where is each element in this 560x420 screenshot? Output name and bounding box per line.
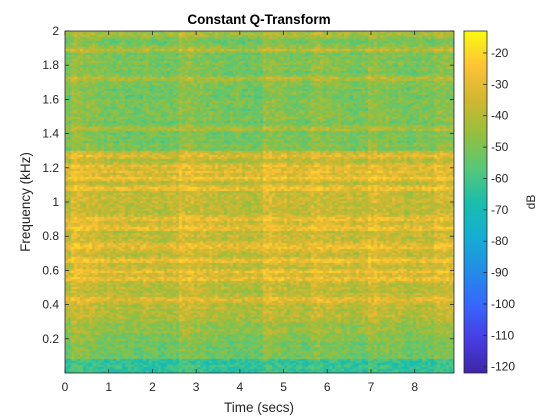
x-tick-label: 8 — [411, 380, 418, 394]
y-tick-label: 0.6 — [42, 263, 59, 277]
x-tick-label: 7 — [368, 380, 375, 394]
y-tick-label: 0.2 — [42, 332, 59, 346]
x-tick-label: 0 — [62, 380, 69, 394]
y-tick-label: 1.8 — [42, 58, 59, 72]
x-tick-label: 6 — [324, 380, 331, 394]
colorbar-tick-label: -60 — [491, 171, 509, 185]
spectrogram-image-frame — [65, 31, 454, 373]
y-axis-label: Frequency (kHz) — [18, 152, 33, 252]
colorbar-tick-label: -40 — [491, 109, 509, 123]
colorbar-tick-label: -110 — [491, 328, 514, 342]
colorbar-tick-label: -30 — [491, 77, 509, 91]
colorbar-tick-label: -70 — [491, 203, 509, 217]
colorbar-tick-label: -90 — [491, 266, 509, 280]
colorbar-tick-label: -100 — [491, 297, 515, 311]
x-tick-label: 3 — [193, 380, 200, 394]
x-axis-label: Time (secs) — [224, 400, 294, 415]
y-tick-label: 1.4 — [42, 127, 59, 141]
spectrogram-heatmap — [65, 31, 454, 373]
y-tick-label: 0.8 — [42, 229, 59, 243]
colorbar-ticks: -20 -30 -40 -50 -60 -70 -80 -90 -100 -110 -120 — [483, 46, 515, 374]
colorbar-tick-label: -20 — [491, 46, 509, 60]
y-tick-label: 1 — [52, 195, 59, 209]
x-tick-label: 1 — [105, 380, 112, 394]
colorbar-frame — [464, 31, 487, 373]
y-axis: 0.2 0.4 0.6 0.8 1 1.2 1.4 1.6 1.8 2 — [42, 24, 454, 346]
y-tick-label: 0.4 — [42, 298, 59, 312]
colorbar-gradient — [464, 31, 487, 373]
heatmap-area — [64, 30, 455, 374]
colorbar-tick-label: -50 — [491, 140, 509, 154]
x-tick-label: 4 — [236, 380, 243, 394]
colorbar-tick-label: -80 — [491, 234, 509, 248]
colorbar: -20 -30 -40 -50 -60 -70 -80 -90 -100 -110 -120 dB — [463, 30, 538, 374]
colorbar-label: dB — [524, 195, 538, 210]
colorbar-tick-label: -120 — [491, 360, 515, 374]
x-axis: 0 1 2 3 4 5 6 7 8 — [62, 31, 418, 394]
x-tick-label: 2 — [149, 380, 156, 394]
colorbar-border — [463, 30, 488, 374]
y-tick-label: 1.6 — [42, 92, 59, 106]
y-tick-label: 2 — [52, 24, 59, 38]
y-tick-label: 1.2 — [42, 161, 59, 175]
chart-title: Constant Q-Transform — [187, 12, 330, 27]
x-tick-label: 5 — [280, 380, 287, 394]
